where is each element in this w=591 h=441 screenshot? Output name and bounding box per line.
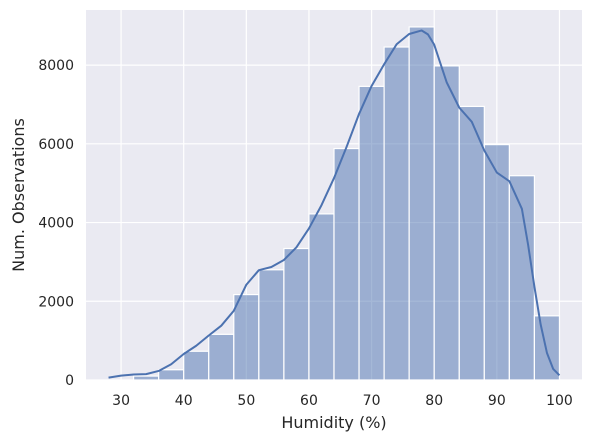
histogram-bar (132, 375, 160, 381)
y-tick-label: 8000 (38, 58, 74, 74)
kde-curve (108, 29, 561, 379)
x-tick-label: 100 (546, 393, 573, 409)
histogram-bar (533, 315, 561, 381)
histogram-bar (308, 213, 335, 381)
histogram-bar (483, 144, 510, 381)
x-tick-label: 80 (425, 393, 443, 409)
y-tick-label: 6000 (38, 137, 74, 153)
histogram-bar (383, 46, 410, 381)
y-tick-labels: 0 2000 4000 6000 8000 (38, 58, 74, 389)
histogram-bar (208, 333, 235, 381)
x-tick-labels: 30 40 50 60 70 80 90 100 (112, 393, 573, 409)
histogram-bar (183, 350, 210, 381)
y-tick-label: 4000 (38, 216, 74, 232)
x-tick-label: 40 (175, 393, 193, 409)
y-tick-label: 2000 (38, 294, 74, 310)
x-tick-label: 50 (237, 393, 255, 409)
histogram-bar (333, 147, 360, 381)
x-tick-label: 60 (300, 393, 318, 409)
x-tick-label: 30 (112, 393, 130, 409)
histogram-bar (408, 26, 435, 381)
histogram-bar (158, 369, 185, 381)
histogram-bar (283, 247, 310, 381)
y-axis-label: Num. Observations (9, 118, 28, 272)
x-tick-label: 70 (363, 393, 381, 409)
y-tick-label: 0 (65, 373, 74, 389)
histogram-bar (233, 293, 260, 381)
x-tick-label: 90 (488, 393, 506, 409)
histogram-bar (258, 269, 285, 381)
x-axis-label: Humidity (%) (281, 413, 386, 432)
histogram-bar (508, 175, 536, 381)
histogram-bar (433, 65, 460, 381)
histogram-bar (358, 85, 385, 381)
histogram-bar (458, 105, 485, 381)
